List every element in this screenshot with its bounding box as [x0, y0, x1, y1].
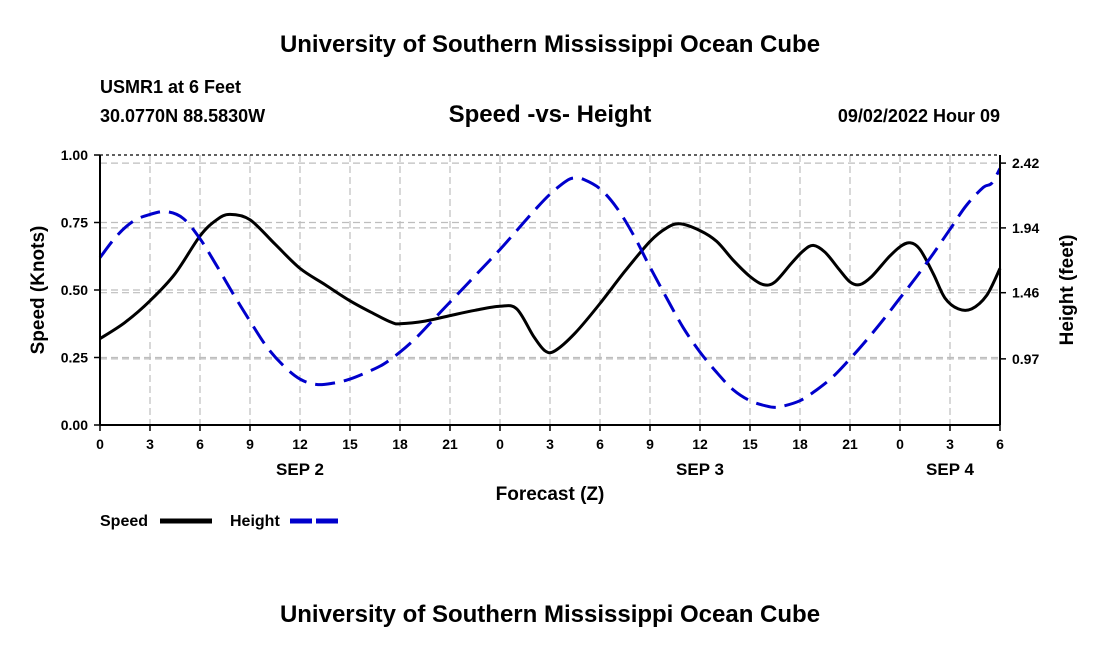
station-label: USMR1 at 6 Feet: [100, 77, 242, 97]
axis-labels: Forecast (Z) Speed (Knots) Height (feet): [28, 226, 1078, 505]
x-tick-label: 15: [742, 436, 758, 452]
y-tick-label: 0.75: [61, 215, 88, 231]
x-tick-label: 0: [96, 436, 104, 452]
datetime-label: 09/02/2022 Hour 09: [837, 106, 1000, 126]
x-tick-label: 3: [946, 436, 954, 452]
y-tick-label: 0.50: [61, 282, 88, 298]
date-label: SEP 3: [676, 460, 724, 479]
y2-tick-label: 1.94: [1012, 220, 1039, 236]
y2-tick-label: 1.46: [1012, 285, 1039, 301]
x-tick-label: 12: [692, 436, 708, 452]
y2-tick-label: 0.97: [1012, 351, 1039, 367]
x-tick-label: 6: [596, 436, 604, 452]
y2-axis-label: Height (feet): [1057, 235, 1078, 346]
x-tick-label: 12: [292, 436, 308, 452]
series-speed-line: [99, 212, 1002, 355]
date-label: SEP 2: [276, 460, 324, 479]
grid: [100, 155, 1000, 425]
x-tick-label: 9: [646, 436, 654, 452]
y-tick-label: 0.00: [61, 417, 88, 433]
y-axis-label: Speed (Knots): [28, 226, 49, 355]
x-tick-label: 9: [246, 436, 254, 452]
coordinates-label: 30.0770N 88.5830W: [100, 106, 266, 126]
footer-title: University of Southern Mississippi Ocean…: [279, 601, 821, 628]
axes: 0.00 0.25 0.50 0.75 1.00 0.97 1.46 1.94 2.42 0 3 6 9…: [61, 147, 1040, 479]
series-height-line: [98, 167, 1002, 409]
x-tick-label: 3: [546, 436, 554, 452]
chart-title: University of Southern Mississippi Ocean…: [279, 31, 821, 58]
x-tick-label: 21: [842, 436, 858, 452]
y-tick-label: 0.25: [61, 350, 88, 366]
x-tick-label: 18: [792, 436, 808, 452]
series-layer: [98, 167, 1002, 409]
y-tick-label: 1.00: [61, 147, 88, 163]
legend: Speed Height: [100, 513, 342, 530]
x-tick-label: 6: [196, 436, 204, 452]
date-label: SEP 4: [926, 460, 974, 479]
legend-label-speed: Speed: [100, 513, 148, 530]
x-axis-label: Forecast (Z): [496, 484, 605, 505]
x-tick-label: 3: [146, 436, 154, 452]
x-tick-label: 6: [996, 436, 1004, 452]
y2-tick-label: 2.42: [1012, 155, 1039, 171]
x-tick-label: 18: [392, 436, 408, 452]
x-tick-label: 15: [342, 436, 358, 452]
x-tick-label: 0: [496, 436, 504, 452]
x-tick-label: 0: [896, 436, 904, 452]
legend-label-height: Height: [230, 513, 280, 530]
x-tick-label: 21: [442, 436, 458, 452]
chart-subtitle: Speed -vs- Height: [448, 101, 652, 128]
